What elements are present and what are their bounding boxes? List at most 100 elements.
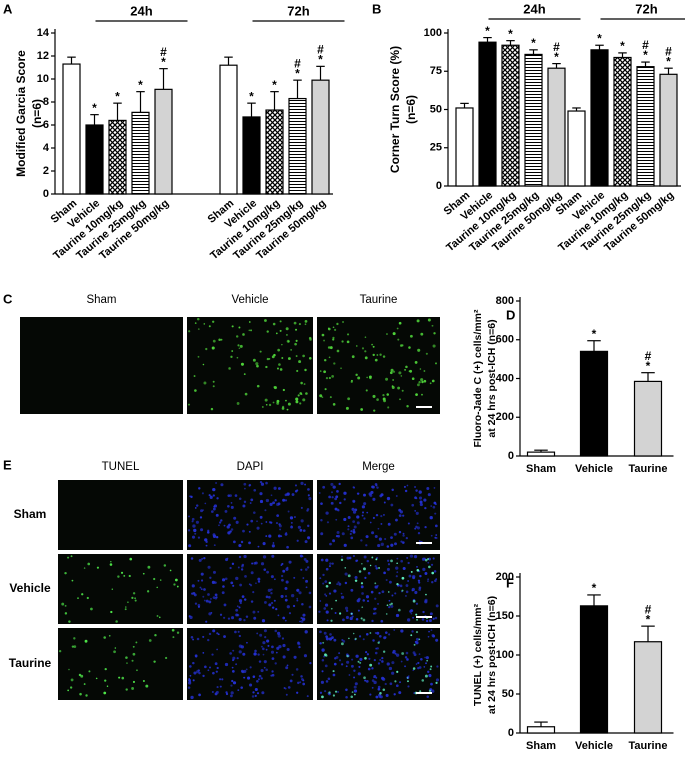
cell — [308, 336, 312, 340]
cell — [398, 691, 402, 695]
cell — [281, 357, 284, 359]
cell — [238, 347, 241, 350]
cell — [200, 588, 203, 590]
cell — [329, 562, 332, 565]
cell — [344, 567, 347, 569]
cell — [366, 559, 370, 563]
y-axis-label: (n=6) — [30, 99, 44, 128]
cell — [134, 599, 137, 602]
bar — [633, 641, 663, 734]
cell — [418, 581, 421, 584]
cell — [219, 613, 223, 616]
cell — [320, 558, 324, 562]
cell — [352, 499, 356, 503]
cell — [416, 618, 419, 621]
cell — [307, 524, 310, 528]
cell — [287, 357, 291, 360]
cell — [371, 556, 374, 559]
cell — [319, 394, 323, 398]
cell — [212, 494, 215, 497]
cell — [328, 376, 331, 380]
cell — [429, 382, 432, 385]
cell — [109, 563, 113, 566]
cell — [430, 629, 433, 631]
cell — [424, 506, 427, 510]
cell — [297, 641, 300, 645]
cell — [392, 651, 395, 654]
cell — [188, 544, 192, 548]
cell — [355, 373, 358, 377]
cell — [415, 511, 419, 515]
cell — [398, 608, 401, 612]
cell — [407, 580, 410, 582]
significance-mark: # — [317, 43, 324, 57]
cell — [285, 580, 289, 584]
column-label: DAPI — [237, 461, 264, 473]
cell — [197, 536, 201, 539]
cell — [363, 493, 366, 497]
cell — [353, 689, 358, 693]
cell — [321, 648, 325, 652]
cell — [410, 570, 413, 573]
micrograph-image — [187, 554, 313, 624]
cell — [246, 676, 251, 680]
cell — [203, 599, 206, 602]
cell — [70, 678, 74, 682]
x-tick-label: Vehicle — [575, 463, 613, 475]
cell — [244, 575, 247, 578]
cell — [189, 615, 193, 620]
cell — [284, 595, 288, 598]
cell — [278, 644, 282, 649]
cell — [382, 397, 386, 401]
cell — [231, 350, 234, 352]
cell — [272, 401, 275, 404]
cell — [293, 576, 296, 579]
bar — [62, 63, 81, 195]
row-label: Taurine — [9, 656, 52, 670]
cell — [147, 565, 151, 569]
cell — [212, 320, 215, 323]
cell — [367, 667, 371, 671]
cell — [211, 580, 216, 584]
cell — [223, 603, 227, 607]
cell — [357, 376, 361, 380]
cell — [390, 368, 394, 372]
cell — [256, 526, 260, 530]
cell — [412, 599, 416, 603]
cell — [261, 691, 265, 695]
cell — [262, 542, 266, 546]
cell — [367, 571, 371, 575]
cell — [264, 319, 267, 322]
cell — [377, 602, 380, 605]
cell — [401, 389, 404, 392]
y-tick-label: 8 — [43, 96, 49, 108]
y-tick-label: 200 — [496, 571, 514, 583]
y-tick-label: 75 — [430, 65, 442, 77]
cell — [345, 688, 348, 692]
cell — [214, 662, 218, 666]
cell — [324, 388, 327, 391]
cell — [385, 377, 389, 381]
cell — [419, 502, 423, 507]
cell — [391, 594, 394, 597]
cell — [242, 504, 246, 508]
cell — [188, 677, 191, 680]
cell — [245, 615, 249, 619]
cell — [363, 502, 367, 506]
cell — [426, 659, 428, 662]
cell — [153, 660, 156, 663]
cell — [398, 508, 402, 512]
cell — [118, 676, 121, 679]
cell — [270, 588, 273, 591]
cell — [232, 584, 235, 587]
cell — [357, 660, 360, 663]
micrograph-image — [58, 480, 183, 550]
cell — [293, 321, 297, 325]
cell — [249, 502, 252, 505]
cell — [406, 556, 409, 559]
cell — [374, 597, 377, 600]
cell — [338, 652, 341, 655]
cell — [215, 513, 219, 517]
y-tick-label: 4 — [43, 142, 50, 154]
cell — [319, 691, 323, 694]
